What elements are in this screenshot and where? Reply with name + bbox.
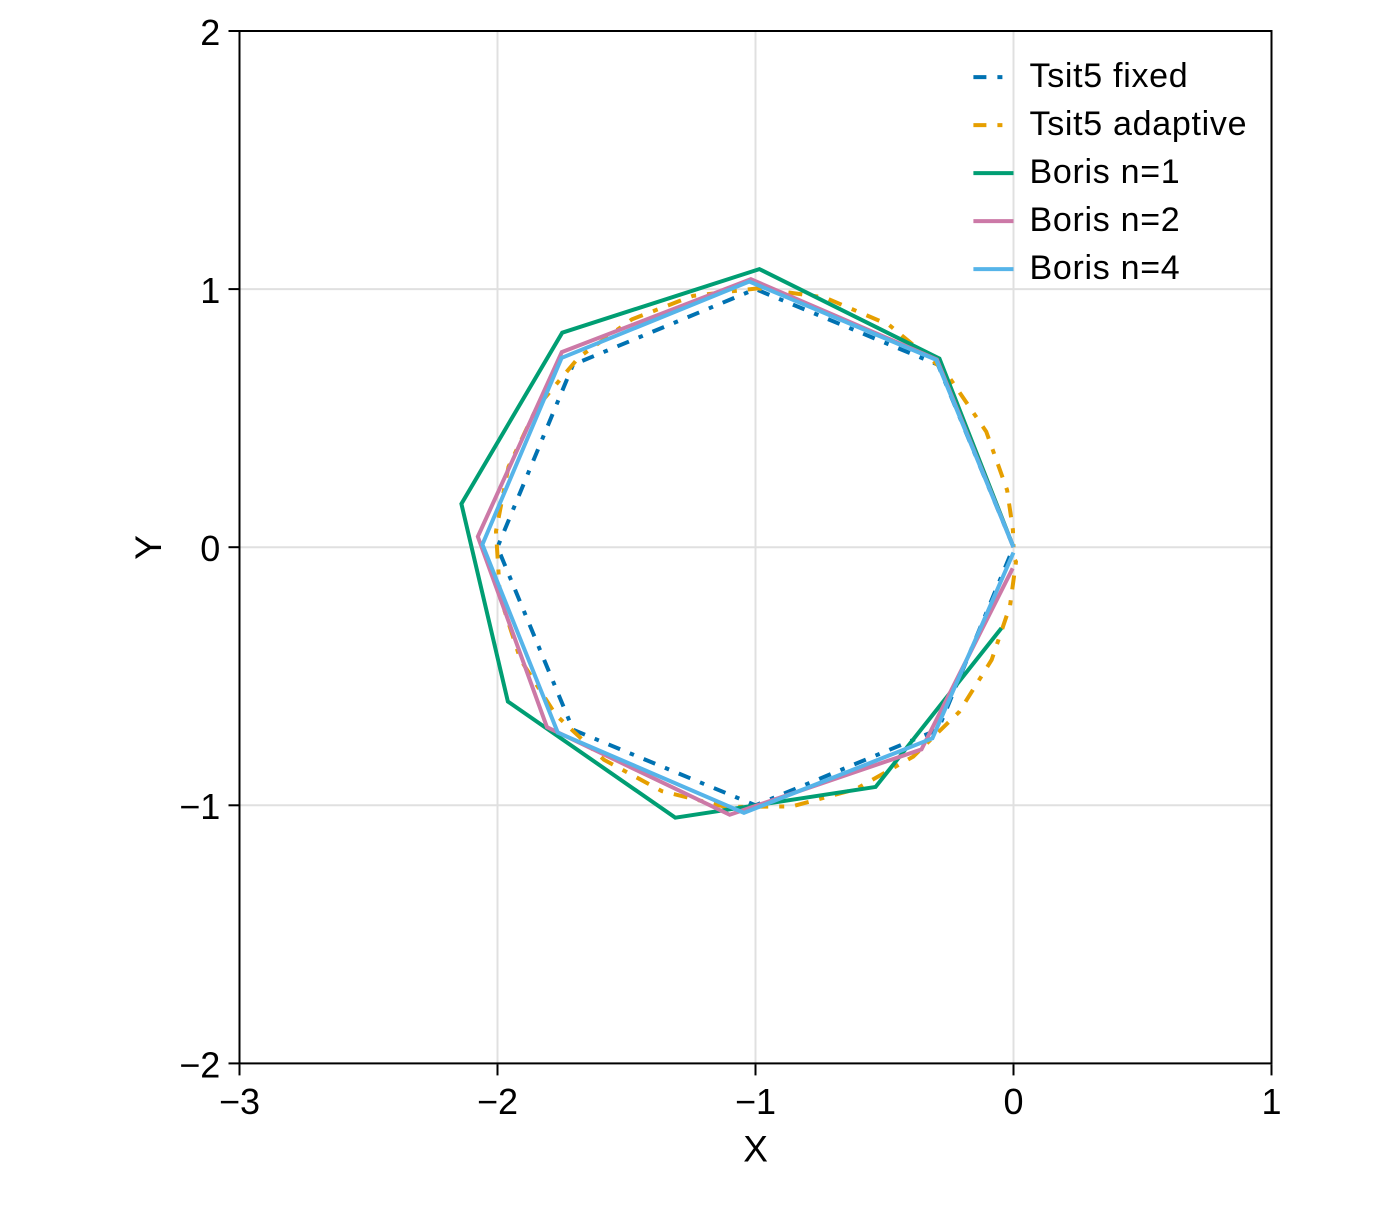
svg-text:−2: −2 [477, 1081, 518, 1122]
svg-text:Tsit5 fixed: Tsit5 fixed [1030, 57, 1189, 95]
svg-text:1: 1 [1261, 1081, 1281, 1122]
svg-text:Boris n=2: Boris n=2 [1030, 201, 1181, 239]
svg-text:−2: −2 [179, 1044, 220, 1085]
svg-text:−1: −1 [735, 1081, 776, 1122]
svg-text:Boris n=4: Boris n=4 [1030, 249, 1181, 287]
svg-text:−1: −1 [179, 786, 220, 827]
svg-text:Y: Y [128, 535, 169, 560]
svg-text:X: X [743, 1129, 768, 1170]
svg-text:−3: −3 [219, 1081, 260, 1122]
svg-text:0: 0 [1003, 1081, 1023, 1122]
svg-text:2: 2 [200, 12, 220, 53]
svg-text:Boris n=1: Boris n=1 [1030, 153, 1181, 191]
svg-text:Tsit5 adaptive: Tsit5 adaptive [1030, 105, 1248, 143]
svg-text:1: 1 [200, 270, 220, 311]
svg-text:0: 0 [200, 528, 220, 569]
